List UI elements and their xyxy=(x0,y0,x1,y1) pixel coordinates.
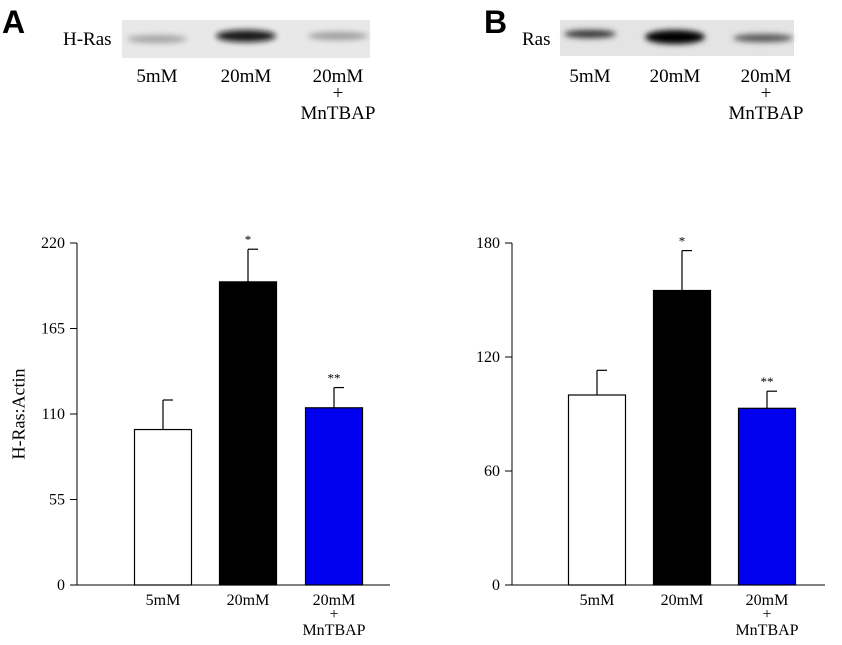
blot-b-lane-20mm: 20mM xyxy=(650,66,701,87)
x-category-label: 20mM xyxy=(661,592,704,609)
blot-a-band-5mm xyxy=(127,35,187,43)
x-category-label: 20mM xyxy=(227,592,270,609)
y-tick-label: 110 xyxy=(42,406,65,423)
y-tick-label: 60 xyxy=(484,463,500,480)
x-category-label: 20mM xyxy=(313,592,356,609)
blot-b-band-5mm xyxy=(564,30,616,38)
blot-b-lane-5mm: 5mM xyxy=(569,66,610,87)
blot-a-lane-5mm: 5mM xyxy=(136,66,177,87)
bar xyxy=(218,281,278,586)
x-category-label: 5mM xyxy=(146,592,181,609)
y-tick-label: 220 xyxy=(41,235,65,252)
blot-a-lane-plus: + xyxy=(333,83,344,104)
significance-marker: * xyxy=(245,232,252,247)
blot-b-lane-mntbap: MnTBAP xyxy=(729,103,804,124)
significance-marker: ** xyxy=(761,374,774,389)
blot-a-lane-20mm: 20mM xyxy=(221,66,272,87)
y-tick-label: 180 xyxy=(476,235,500,252)
x-category-label: MnTBAP xyxy=(302,622,365,639)
bar xyxy=(737,407,797,586)
x-category-label: MnTBAP xyxy=(735,622,798,639)
blot-b xyxy=(560,20,794,56)
blot-b-lane-plus: + xyxy=(761,83,772,104)
bar xyxy=(567,394,627,586)
bar xyxy=(652,289,712,586)
y-tick-label: 0 xyxy=(492,577,500,594)
x-category-label: 20mM xyxy=(746,592,789,609)
bar-chart-a: 055110165220H-Ras:Actin5mM*20mM**20mM+Mn… xyxy=(8,232,390,639)
blot-b-lane-20mm-mntbap: 20mM xyxy=(741,66,792,87)
blot-a-lane-20mm-mntbap: 20mM xyxy=(313,66,364,87)
blot-b-label: Ras xyxy=(522,29,551,50)
y-tick-label: 120 xyxy=(476,349,500,366)
blot-a-band-20mm xyxy=(216,30,276,42)
panel-a: A H-Ras 5mM 20mM 20mM + MnTBAP xyxy=(2,4,375,124)
x-category-label: 5mM xyxy=(580,592,615,609)
bar xyxy=(133,428,193,586)
blot-a-label: H-Ras xyxy=(63,29,112,50)
significance-marker: ** xyxy=(328,371,341,386)
y-tick-label: 55 xyxy=(49,492,65,509)
blot-b-band-20mm-mntbap xyxy=(733,34,793,42)
x-category-label-plus: + xyxy=(329,606,338,623)
panel-letter-a: A xyxy=(2,4,25,40)
y-tick-label: 165 xyxy=(41,321,65,338)
x-category-label-plus: + xyxy=(762,606,771,623)
y-tick-label: 0 xyxy=(57,577,65,594)
panel-letter-b: B xyxy=(484,4,507,40)
blot-a-lane-mntbap: MnTBAP xyxy=(301,103,376,124)
significance-marker: * xyxy=(679,234,686,249)
blot-a xyxy=(122,20,370,58)
bar xyxy=(304,407,364,586)
y-axis-label: H-Ras:Actin xyxy=(8,369,28,460)
blot-a-band-20mm-mntbap xyxy=(308,32,368,40)
blot-b-band-20mm xyxy=(645,30,705,44)
panel-b: B Ras 5mM 20mM 20mM + MnTBAP xyxy=(484,4,803,124)
